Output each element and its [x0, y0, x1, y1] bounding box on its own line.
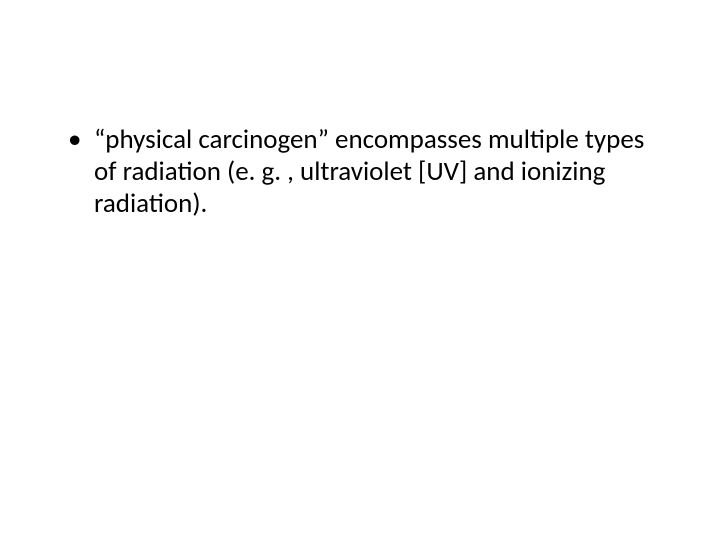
- bullet-text: “physical carcinogen” encompasses multip…: [94, 123, 644, 220]
- bullet-list: “physical carcinogen” encompasses multip…: [60, 124, 660, 220]
- bullet-item: “physical carcinogen” encompasses multip…: [60, 124, 660, 220]
- slide: “physical carcinogen” encompasses multip…: [0, 0, 720, 540]
